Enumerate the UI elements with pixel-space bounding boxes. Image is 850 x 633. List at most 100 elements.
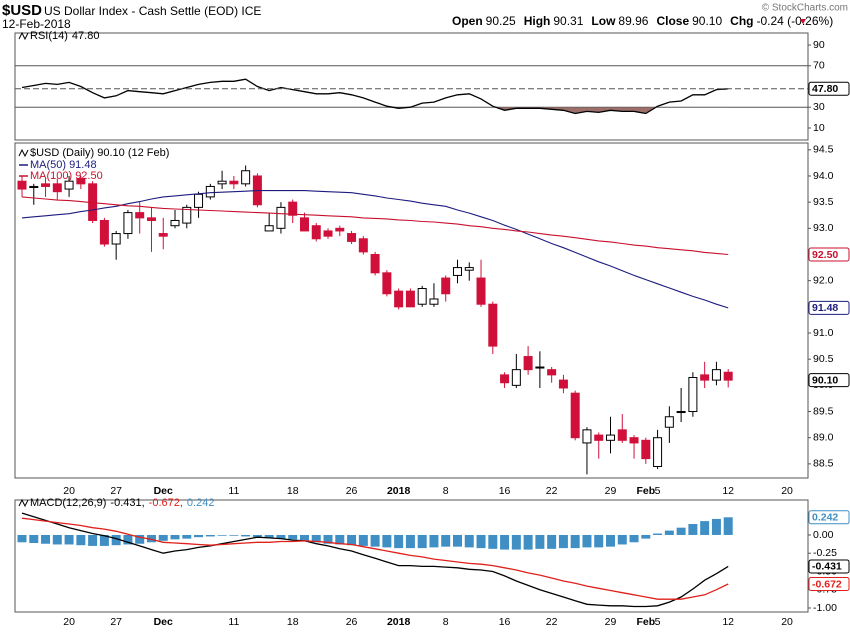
x-tick-label: 12 (722, 485, 734, 497)
candle-body (570, 392, 580, 439)
x-tick-label: 12 (722, 616, 734, 628)
candle-body (288, 201, 298, 216)
histogram-bar (641, 534, 651, 539)
value-marker (808, 300, 850, 315)
value-marker (808, 559, 850, 574)
candle-body (347, 233, 357, 242)
oversold-area (392, 107, 656, 114)
candle-body (417, 288, 427, 305)
candle-body (323, 230, 333, 237)
y-tick-label: 90.5 (813, 353, 834, 365)
candle-body (229, 180, 239, 185)
y-tick-label: -0.25 (813, 547, 837, 559)
line (21, 512, 729, 608)
value-marker-label: 90.10 (812, 374, 838, 386)
x-tick-label: Dec (154, 485, 173, 497)
x-tick-label: 26 (346, 485, 358, 497)
candle-body (241, 170, 251, 185)
legend-value: 91.48 (69, 159, 97, 171)
value-marker-label: 91.48 (812, 302, 838, 314)
candle-body (676, 411, 686, 414)
histogram-bar (194, 534, 204, 538)
value-marker-label: -0.431 (812, 561, 842, 573)
candle-body (170, 219, 180, 227)
histogram-bar (523, 534, 533, 550)
y-tick-label: 89.0 (813, 431, 834, 443)
quote-value: 90.25 (486, 14, 516, 28)
candle-body (429, 298, 439, 305)
candle-body (464, 267, 474, 271)
y-tick-label: 30 (813, 101, 825, 113)
candle-body (335, 227, 345, 232)
x-tick-label: 5 (655, 616, 661, 628)
quote-label: Low (591, 14, 616, 28)
candle-body (311, 225, 321, 240)
candle-body (511, 369, 521, 386)
histogram-bar (358, 534, 368, 546)
moving-average (21, 196, 729, 256)
candle-body (394, 290, 404, 308)
candle-body (711, 369, 721, 381)
legend-name: MA(50) (30, 159, 66, 171)
symbol: $USD (2, 2, 42, 19)
histogram-bar (88, 534, 98, 546)
price-legend: $USD (Daily) 90.10 (12 Feb) (30, 147, 169, 159)
legend-icon (18, 148, 29, 158)
histogram-bar (653, 533, 663, 535)
value-marker-label: -0.672 (812, 578, 842, 590)
candle-body (194, 193, 204, 208)
series-value: 0.242 (187, 497, 215, 509)
x-tick-label: 2018 (387, 616, 411, 628)
histogram-bar (488, 534, 498, 549)
x-tick-label: 16 (499, 485, 511, 497)
x-tick-label: 26 (346, 616, 358, 628)
histogram-bar (617, 534, 627, 545)
legend-entry: MA(100) 92.50 (30, 170, 103, 182)
histogram-bar (558, 534, 568, 549)
candle-body (41, 183, 51, 187)
histogram-bar (135, 534, 145, 544)
candle-body (688, 377, 698, 413)
legend-entry: MA(50) 91.48 (30, 159, 97, 171)
x-tick-label: 2018 (387, 485, 411, 497)
histogram-bar (52, 534, 62, 545)
candle-body (17, 180, 27, 190)
y-tick-label: 88.5 (813, 458, 834, 470)
candle-body (217, 180, 227, 185)
value-marker-label: 0.242 (812, 512, 838, 524)
histogram-bar (335, 534, 345, 545)
candle-body (29, 185, 39, 188)
y-tick-label: 91.0 (813, 327, 834, 339)
candle-body (547, 369, 557, 376)
histogram-bar (382, 534, 392, 548)
quote-label: Close (656, 14, 689, 28)
value-marker (808, 247, 850, 262)
credit: © StockCharts.com (762, 3, 848, 14)
candle-body (158, 233, 168, 237)
legend-value: 92.50 (75, 170, 103, 182)
histogram-bar (464, 534, 474, 548)
histogram-bar (347, 534, 357, 546)
histogram-bar (429, 534, 439, 548)
candle-body (500, 374, 510, 384)
histogram-bar (441, 534, 451, 547)
y-tick-label: -1.00 (813, 602, 837, 614)
candle-body (123, 212, 133, 235)
x-tick-label: 20 (781, 485, 793, 497)
histogram-bar (711, 518, 721, 535)
candle-body (358, 238, 368, 253)
quote: Open 90.25 High 90.31 Low 89.96 Close 90.10 Chg -… (452, 14, 833, 28)
histogram-bar (288, 534, 298, 540)
date: 12-Feb-2018 (2, 17, 71, 31)
y-tick-label: 0.00 (813, 529, 834, 541)
candle-body (99, 219, 109, 245)
title-name: MACD(12,26,9) (30, 497, 106, 509)
histogram-bar (688, 524, 698, 535)
legend-icon (18, 31, 29, 41)
candle-body (653, 437, 663, 467)
candle-body (382, 272, 392, 295)
panel-frame (14, 32, 809, 141)
x-tick-label: 27 (110, 485, 122, 497)
candle-body (641, 439, 651, 460)
